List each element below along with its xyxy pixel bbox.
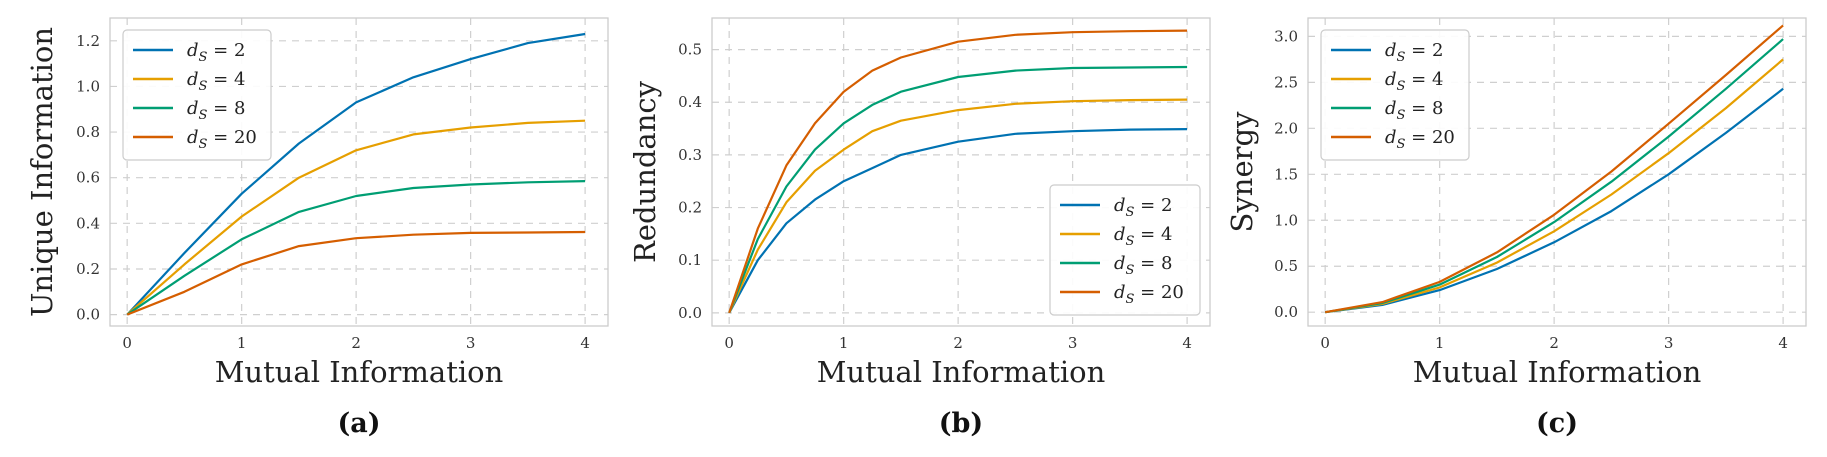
legend-entry: dS = 4	[1114, 224, 1172, 249]
panel-label: (b)	[939, 408, 983, 439]
legend-box	[122, 29, 272, 161]
plot-frame	[711, 17, 1211, 327]
legend-box	[1049, 184, 1201, 316]
x-tick-label: 0	[724, 334, 734, 352]
series-line-1	[728, 128, 1188, 314]
y-tick-label: 0.5	[1274, 257, 1298, 275]
y-tick-label: 1.0	[76, 77, 100, 95]
series-line-2	[1325, 58, 1784, 314]
series-line-2	[728, 98, 1188, 314]
y-tick-label: 0.0	[678, 304, 702, 322]
x-tick-label: 2	[1549, 334, 1559, 352]
legend-entry: dS = 8	[1114, 253, 1172, 278]
chart-panel-2: 0 1 2 3 4 0.0 0.1 0.2 0.3 0.4 0.5 Mutual Informatio…	[628, 17, 1211, 439]
legend-entry: dS = 20	[1385, 127, 1455, 152]
y-tick-label: 2.5	[1274, 73, 1298, 91]
x-tick-label: 3	[1664, 334, 1674, 352]
series-line-4	[126, 230, 586, 316]
series-line-1	[1325, 87, 1784, 314]
plot-frame	[1307, 17, 1807, 327]
y-tick-label: 0.2	[76, 260, 100, 278]
series-line-4	[728, 29, 1188, 314]
y-axis-label: Redundancy	[628, 80, 662, 263]
y-axis-label: Synergy	[1225, 111, 1259, 233]
y-tick-label: 0.5	[678, 41, 702, 59]
x-tick-label: 1	[1435, 334, 1445, 352]
x-tick-label: 2	[351, 334, 361, 352]
chart-panel-3: 0 1 2 3 4 0.0 0.5 1.0 1.5 2.0 2.5 3.0 Mutual Informa…	[1225, 17, 1807, 439]
y-tick-label: 0.3	[678, 146, 702, 164]
y-tick-label: 0.1	[678, 251, 702, 269]
legend-entry: dS = 2	[187, 40, 245, 65]
plot-frame	[109, 17, 609, 327]
x-tick-label: 3	[1068, 334, 1078, 352]
series-line-1	[126, 32, 586, 316]
y-tick-label: 0.6	[76, 169, 100, 187]
legend-box	[1320, 29, 1470, 161]
x-tick-label: 1	[839, 334, 849, 352]
chart-panel-1: 0 1 2 3 4 0.0 0.2 0.4 0.6 0.8 1.0 1.2 Mutual Informa…	[25, 17, 609, 439]
y-tick-label: 2.0	[1274, 119, 1298, 137]
x-tick-label: 4	[580, 334, 590, 352]
y-tick-label: 1.0	[1274, 211, 1298, 229]
legend-entry: dS = 8	[1385, 98, 1443, 123]
legend: dS = 2 dS = 4 dS = 8 dS = 20	[122, 29, 272, 161]
x-tick-label: 3	[466, 334, 476, 352]
y-tick-label: 0.0	[1274, 303, 1298, 321]
series-line-4	[1325, 24, 1784, 314]
x-tick-label: 1	[237, 334, 247, 352]
x-axis-label: Mutual Information	[215, 355, 504, 389]
legend-entry: dS = 8	[187, 98, 245, 123]
y-axis-label: Unique Information	[25, 27, 59, 317]
y-tick-label: 0.2	[678, 199, 702, 217]
y-tick-label: 0.4	[76, 214, 100, 232]
x-axis-label: Mutual Information	[1413, 355, 1702, 389]
series-line-3	[728, 65, 1188, 314]
series-line-3	[126, 180, 586, 316]
y-tick-label: 0.0	[76, 306, 100, 324]
legend-entry: dS = 20	[1114, 282, 1184, 307]
series-line-2	[126, 119, 586, 316]
y-tick-label: 0.8	[76, 123, 100, 141]
y-tick-label: 0.4	[678, 93, 702, 111]
x-tick-label: 4	[1778, 334, 1788, 352]
y-tick-label: 1.2	[76, 32, 100, 50]
legend-entry: dS = 2	[1114, 195, 1172, 220]
legend-entry: dS = 2	[1385, 40, 1443, 65]
y-tick-label: 1.5	[1274, 165, 1298, 183]
y-tick-label: 3.0	[1274, 27, 1298, 45]
legend: dS = 2 dS = 4 dS = 8 dS = 20	[1320, 29, 1470, 161]
legend-entry: dS = 4	[187, 69, 245, 94]
x-tick-label: 4	[1182, 334, 1192, 352]
legend-entry: dS = 20	[187, 127, 257, 152]
x-axis-label: Mutual Information	[817, 355, 1106, 389]
series-line-3	[1325, 38, 1784, 314]
x-tick-label: 0	[1320, 334, 1330, 352]
legend-entry: dS = 4	[1385, 69, 1443, 94]
panel-label: (c)	[1536, 408, 1578, 439]
x-tick-label: 0	[122, 334, 132, 352]
x-tick-label: 2	[953, 334, 963, 352]
grid	[712, 18, 1210, 326]
panel-label: (a)	[337, 408, 380, 439]
legend: dS = 2 dS = 4 dS = 8 dS = 20	[1049, 184, 1201, 316]
